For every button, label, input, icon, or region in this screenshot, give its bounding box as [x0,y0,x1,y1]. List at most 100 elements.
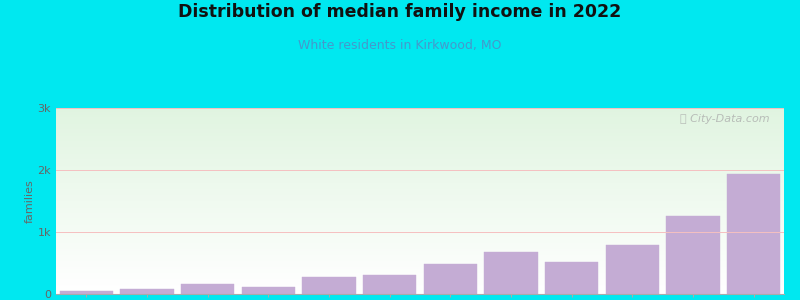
Bar [56,253,784,254]
Bar [56,200,784,201]
Bar [56,192,784,193]
Bar [56,249,784,250]
Bar [56,125,784,126]
Bar [363,275,416,294]
Bar [56,287,784,288]
Bar [56,248,784,249]
Bar [56,271,784,272]
Bar [56,235,784,236]
Bar [56,154,784,155]
Bar [56,143,784,144]
Bar [56,276,784,277]
Bar [56,190,784,191]
Bar [56,179,784,180]
Bar [56,168,784,169]
Bar [56,270,784,271]
Bar [56,165,784,166]
Bar [56,219,784,220]
Bar [56,258,784,259]
Bar [56,199,784,200]
Bar [56,122,784,123]
Bar [56,215,784,216]
Bar [56,221,784,222]
Bar [56,275,784,276]
Bar [56,193,784,194]
Bar [56,198,784,199]
Bar [56,180,784,181]
Bar [56,170,784,171]
Bar [56,197,784,198]
Bar [56,182,784,183]
Bar [56,115,784,116]
Bar [60,291,113,294]
Text: ⓘ City-Data.com: ⓘ City-Data.com [680,114,770,124]
Bar [56,174,784,175]
Bar [56,162,784,163]
Bar [56,164,784,165]
Bar [56,130,784,131]
Bar [56,149,784,150]
Bar [56,177,784,178]
Bar [56,272,784,273]
Bar [56,259,784,260]
Bar [56,194,784,195]
Bar [56,224,784,225]
Bar [56,127,784,128]
Bar [56,109,784,110]
Bar [56,281,784,282]
Bar [56,250,784,251]
Bar [56,131,784,132]
Bar [56,178,784,179]
Bar [56,261,784,262]
Bar [56,230,784,231]
Bar [56,155,784,156]
Bar [56,220,784,221]
Bar [56,148,784,149]
Bar [56,279,784,280]
Bar [56,176,784,177]
Bar [56,167,784,168]
Bar [56,240,784,241]
Bar [56,251,784,252]
Bar [56,233,784,235]
Bar [56,185,784,186]
Bar [181,284,234,294]
Bar [56,216,784,217]
Bar [56,195,784,196]
Bar [56,210,784,211]
Bar [56,188,784,189]
Bar [56,232,784,233]
Bar [56,181,784,182]
Bar [56,227,784,228]
Bar [424,264,477,294]
Bar [56,229,784,230]
Bar [56,145,784,146]
Bar [56,209,784,210]
Bar [56,257,784,258]
Bar [56,204,784,205]
Bar [56,126,784,127]
Bar [56,152,784,153]
Bar [56,280,784,281]
Bar [56,146,784,147]
Bar [606,245,659,294]
Bar [56,225,784,226]
Bar [56,247,784,248]
Bar [56,160,784,161]
Bar [56,123,784,124]
Bar [56,150,784,151]
Bar [56,156,784,157]
Bar [56,183,784,184]
Bar [56,263,784,264]
Bar [56,252,784,253]
Bar [56,137,784,138]
Bar [56,140,784,142]
Bar [56,139,784,140]
Bar [56,124,784,125]
Bar [56,239,784,240]
Bar [56,169,784,170]
Bar [56,207,784,208]
Bar [56,158,784,159]
Bar [56,116,784,117]
Bar [120,289,174,294]
